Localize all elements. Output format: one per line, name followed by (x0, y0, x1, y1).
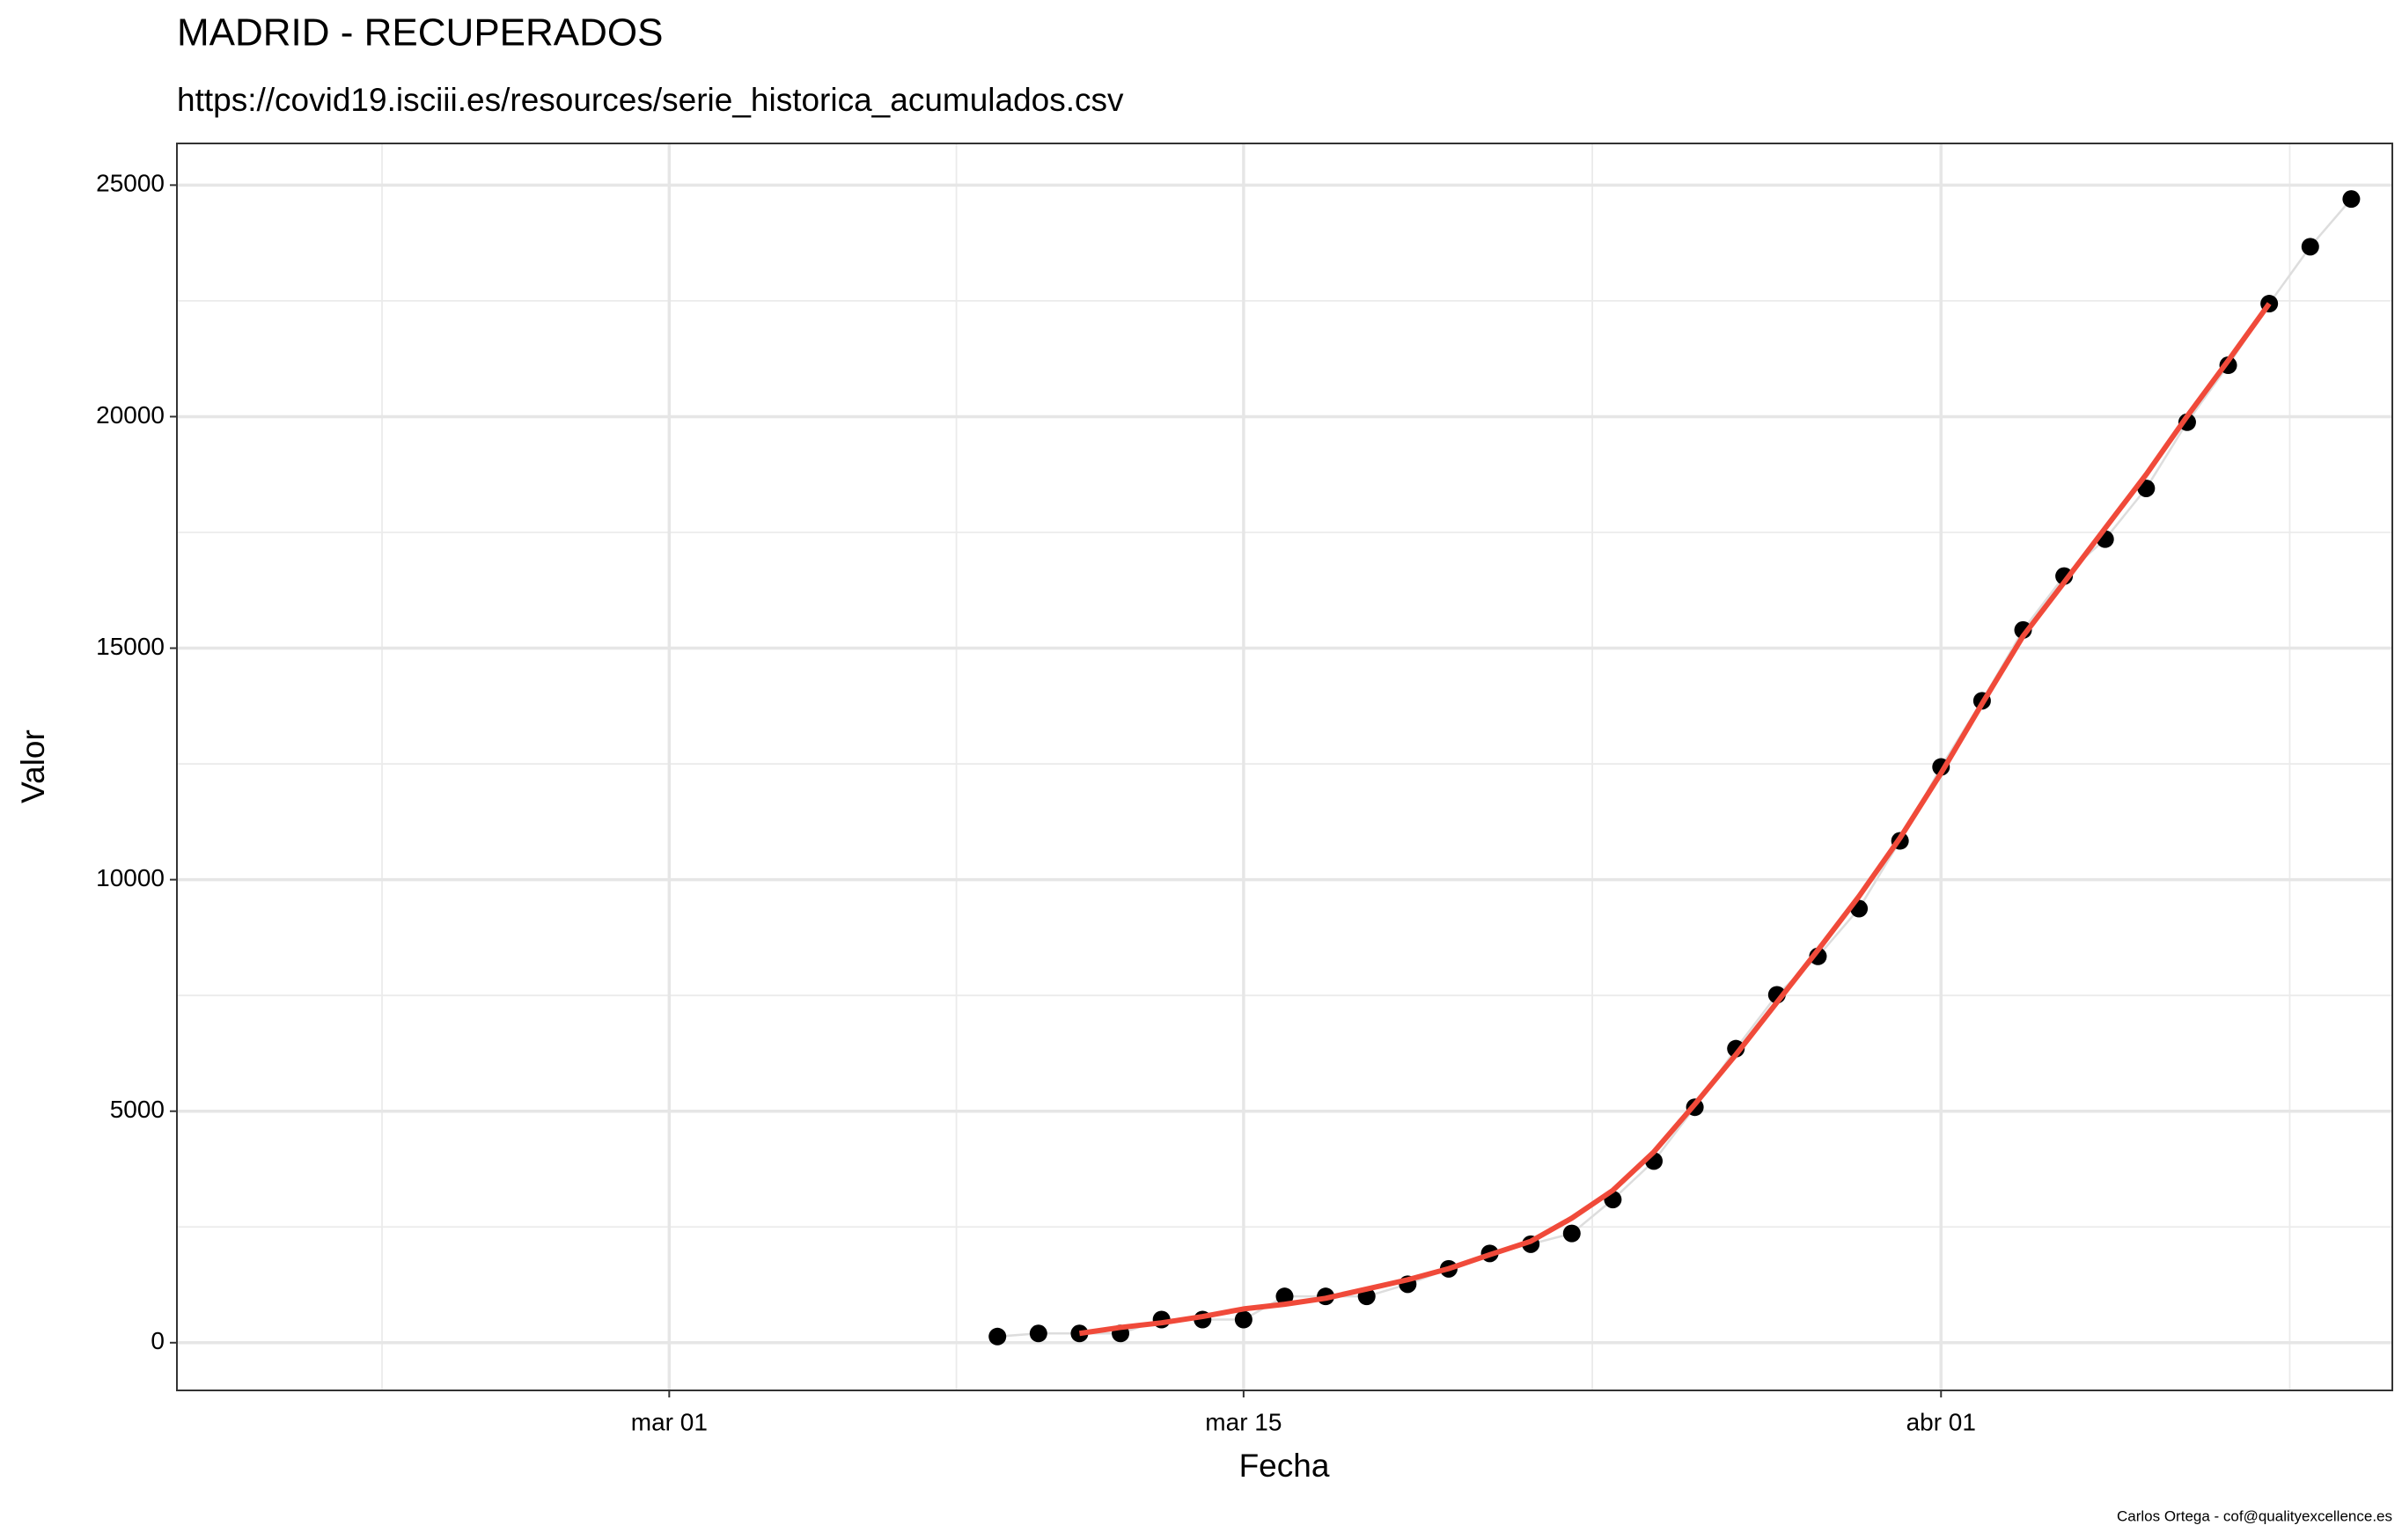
point (1275, 1287, 1294, 1306)
y-tick-label: 0 (151, 1327, 165, 1354)
line (1079, 302, 2272, 1337)
y-tick-label: 20000 (96, 401, 165, 429)
point (1234, 1310, 1252, 1329)
caption: Carlos Ortega - cof@qualityexcellence.es (2117, 1507, 2392, 1524)
panel-border (176, 143, 2393, 1391)
x-tick-label: mar 01 (631, 1408, 708, 1435)
x-tick-label: mar 15 (1205, 1408, 1282, 1435)
chart-subtitle: https://covid19.isciii.es/resources/seri… (177, 82, 1124, 118)
x-tick-label: abr 01 (1906, 1408, 1976, 1435)
point (988, 1327, 1007, 1346)
x-axis-title: Fecha (1239, 1448, 1330, 1484)
point (1029, 1324, 1047, 1343)
y-tick-label: 5000 (110, 1096, 165, 1123)
y-tick-label: 25000 (96, 170, 165, 197)
line (997, 198, 2353, 1338)
y-axis-title: Valor (15, 730, 51, 803)
chart-title: MADRID - RECUPERADOS (177, 11, 664, 55)
y-tick-label: 15000 (96, 633, 165, 660)
y-tick-label: 10000 (96, 864, 165, 891)
point (1562, 1224, 1581, 1243)
point (2342, 190, 2361, 209)
point (2301, 238, 2319, 256)
